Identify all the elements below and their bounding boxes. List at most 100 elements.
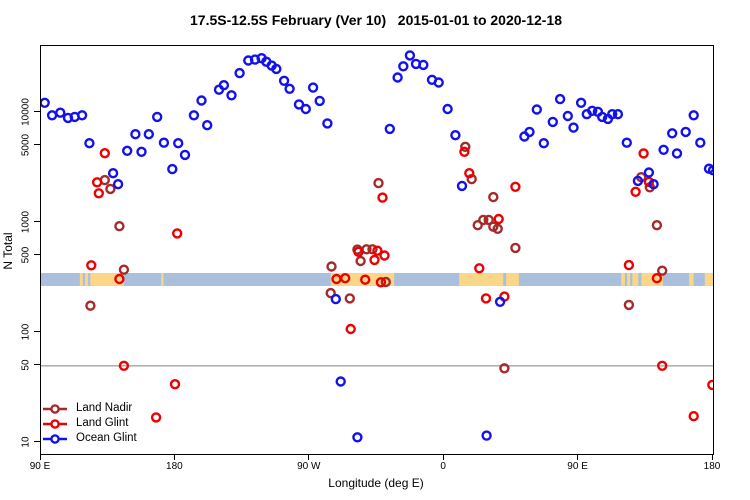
data-point — [325, 287, 336, 299]
data-point — [680, 126, 691, 138]
y-tick — [34, 221, 40, 223]
data-point — [226, 90, 237, 101]
data-point — [188, 110, 200, 121]
data-point — [107, 167, 119, 179]
data-point — [307, 82, 319, 93]
legend-marker-ocean-glint — [43, 433, 67, 444]
data-point — [472, 219, 483, 231]
data-point — [278, 75, 290, 86]
data-point — [375, 277, 387, 288]
data-point — [377, 192, 388, 203]
data-point — [93, 188, 104, 199]
land-nadir-series — [85, 141, 668, 374]
x-tick-label: 0 — [440, 461, 446, 472]
data-point — [352, 432, 363, 443]
data-point — [459, 146, 470, 158]
y-tick-label: 10000 — [20, 97, 32, 126]
data-point — [340, 272, 351, 284]
data-point — [418, 59, 429, 71]
data-point — [91, 177, 103, 188]
y-tick — [34, 364, 40, 366]
data-point — [607, 108, 618, 120]
y-tick — [34, 254, 40, 256]
data-point — [293, 99, 305, 110]
data-point — [118, 264, 130, 275]
y-tick — [34, 111, 40, 113]
data-point — [234, 67, 245, 79]
data-point — [143, 128, 155, 140]
data-point — [562, 110, 573, 122]
y-tick — [34, 144, 40, 146]
y-tick-label: 5000 — [20, 133, 32, 156]
x-tick-label: 180 — [166, 461, 183, 472]
data-point — [707, 379, 713, 391]
data-point — [433, 77, 444, 88]
x-tick-label: 90 E — [29, 461, 51, 472]
data-point — [84, 137, 95, 149]
data-point — [344, 293, 355, 304]
data-point — [612, 108, 624, 120]
land-glint-series — [86, 146, 713, 423]
data-point — [76, 110, 88, 121]
y-tick-label: 500 — [20, 246, 32, 264]
data-point — [392, 72, 403, 83]
data-point — [330, 293, 341, 305]
data-point — [284, 83, 295, 94]
x-tick — [39, 454, 41, 460]
data-point — [167, 163, 178, 175]
data-point — [114, 273, 125, 285]
x-axis-label: Longitude (deg E) — [328, 476, 424, 490]
data-point — [667, 128, 678, 139]
data-point — [575, 97, 587, 108]
legend-marker-land-nadir — [43, 403, 67, 414]
data-point — [510, 242, 521, 254]
data-point — [243, 55, 254, 66]
y-tick — [34, 441, 40, 443]
data-point — [314, 95, 325, 107]
data-point — [118, 360, 130, 371]
data-point — [688, 110, 699, 121]
data-point — [688, 411, 699, 422]
data-point — [373, 177, 384, 189]
data-point — [494, 296, 506, 308]
x-tick — [577, 454, 579, 460]
legend-label-land-nadir: Land Nadir — [76, 402, 133, 414]
data-point — [648, 178, 659, 190]
data-point — [531, 104, 542, 115]
data-point — [380, 276, 391, 288]
data-point — [201, 119, 213, 131]
data-point — [372, 245, 383, 256]
data-point — [384, 123, 395, 135]
data-point — [121, 145, 133, 157]
data-point — [300, 103, 311, 115]
data-point — [271, 63, 282, 75]
data-point — [657, 360, 668, 371]
data-point — [172, 137, 184, 149]
data-point — [651, 272, 663, 284]
data-point — [597, 111, 608, 123]
x-tick — [711, 454, 713, 460]
scatter-plot-canvas — [41, 50, 713, 443]
y-tick-label: 100 — [20, 323, 32, 341]
data-point — [46, 110, 58, 121]
data-point — [398, 61, 409, 72]
data-point — [41, 97, 50, 108]
data-point — [478, 214, 489, 226]
data-point — [632, 175, 644, 187]
data-point — [651, 219, 663, 231]
data-point — [481, 430, 492, 441]
data-point — [587, 105, 598, 117]
data-point — [499, 363, 510, 374]
data-point — [345, 323, 356, 335]
y-tick-label: 1000 — [20, 210, 32, 233]
data-point — [630, 186, 641, 198]
y-tick — [34, 331, 40, 333]
data-point — [151, 111, 163, 123]
data-point — [568, 122, 579, 133]
data-point — [524, 126, 535, 138]
x-tick — [173, 454, 175, 460]
data-point — [623, 259, 635, 271]
x-tick — [308, 454, 310, 460]
data-point — [218, 80, 230, 91]
data-point — [99, 147, 110, 159]
